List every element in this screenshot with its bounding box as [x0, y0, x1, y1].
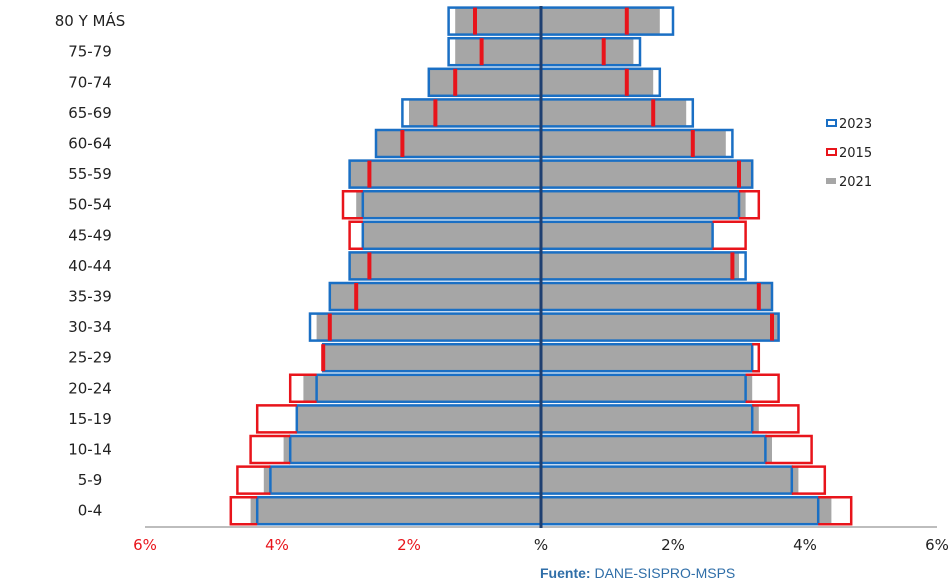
bar-2021-left — [303, 374, 541, 402]
category-label: 5-9 — [78, 471, 103, 489]
outline-2015-left — [288, 373, 317, 404]
category-label: 60-64 — [68, 135, 112, 153]
outline-2015-left — [249, 434, 291, 465]
category-label: 25-29 — [68, 349, 112, 367]
legend-label-2015: 2015 — [839, 146, 872, 161]
legend: 2023 2015 2021 — [826, 117, 872, 190]
bar-2021-left — [283, 436, 541, 463]
x-tick-label: 2% — [661, 536, 685, 554]
bar-2021-right — [541, 374, 753, 402]
bar-2021-right — [541, 38, 634, 66]
outline-2015-left — [348, 220, 363, 251]
category-label: 0-4 — [78, 502, 103, 520]
bar-2021-right — [541, 221, 713, 249]
source-note: Fuente: DANE-SISPRO-MSPS — [540, 565, 735, 581]
bar-2021-left — [323, 344, 541, 372]
bar-2021-right — [541, 160, 753, 188]
legend-label-2021: 2021 — [839, 175, 872, 190]
bar-2021-right — [541, 313, 779, 341]
bar-2021-left — [316, 313, 541, 341]
bar-2021-right — [541, 68, 654, 96]
x-tick-label: 4% — [793, 536, 817, 554]
bar-2021-left — [349, 252, 541, 280]
legend-swatch-2021 — [826, 178, 836, 184]
x-tick-label: 6% — [925, 536, 949, 554]
outline-2015-left — [341, 189, 363, 220]
bar-2021-right — [541, 283, 772, 310]
bar-2021-right — [541, 191, 746, 219]
bar-2021-right — [541, 466, 799, 494]
bar-2021-left — [296, 405, 541, 433]
category-label: 55-59 — [68, 165, 112, 183]
outline-2015-left — [229, 495, 258, 526]
legend-swatch-2023 — [826, 119, 837, 127]
bar-2021-right — [541, 252, 739, 280]
outline-2015-left — [255, 404, 297, 434]
bar-2021-right — [541, 497, 832, 525]
x-tick-label: 4% — [265, 536, 289, 554]
outline-2015-right — [745, 373, 780, 404]
outline-2015-right — [752, 404, 800, 434]
outline-2015-right — [712, 220, 747, 251]
category-label: 70-74 — [68, 73, 112, 91]
bar-2021-right — [541, 7, 660, 35]
bar-2021-left — [455, 7, 541, 35]
x-tick-label: 6% — [133, 536, 157, 554]
category-label: 80 Y MÁS — [55, 11, 126, 30]
category-label: 50-54 — [68, 196, 112, 214]
bar-2021-right — [541, 344, 753, 372]
category-label: 10-14 — [68, 441, 112, 459]
bar-2021-right — [541, 99, 687, 127]
bar-2021-right — [541, 436, 772, 463]
category-label: 75-79 — [68, 43, 112, 61]
bar-2021-left — [356, 191, 541, 219]
category-label: 35-39 — [68, 288, 112, 306]
x-tick-label: 2% — [397, 536, 421, 554]
category-label: 20-24 — [68, 379, 112, 397]
bar-2021-right — [541, 130, 726, 157]
bar-2021-left — [329, 283, 541, 310]
legend-swatch-2015 — [826, 148, 837, 156]
source-value: DANE-SISPRO-MSPS — [594, 565, 736, 581]
category-label: 45-49 — [68, 226, 112, 244]
outline-2015-right — [765, 434, 813, 465]
series-2021-bars — [250, 7, 832, 525]
source-key: Fuente: — [540, 565, 591, 581]
series-2015-markers — [229, 7, 853, 526]
bar-2021-left — [362, 221, 541, 249]
x-tick-label: % — [534, 536, 548, 554]
category-label: 30-34 — [68, 318, 112, 336]
bar-2021-left — [250, 497, 541, 525]
x-tick-labels: 6% 4% 2%% 2% 4% 6% — [133, 536, 949, 554]
category-label: 40-44 — [68, 257, 112, 275]
category-label: 65-69 — [68, 104, 112, 122]
bar-2021-left — [409, 99, 541, 127]
category-label: 15-19 — [68, 410, 112, 428]
outline-2015-right — [739, 189, 761, 220]
legend-label-2023: 2023 — [839, 117, 872, 132]
bar-2021-left — [455, 38, 541, 66]
outline-2015-right — [818, 495, 853, 526]
outline-2015-right — [791, 465, 827, 495]
outline-2015-right — [752, 342, 761, 373]
category-labels: 0-4 5-9 10-14 15-19 20-24 25-29 30-34 35-39 40-4… — [55, 11, 126, 520]
bar-2021-right — [541, 405, 759, 433]
outline-2015-left — [236, 465, 271, 495]
bar-2021-left — [428, 68, 541, 96]
bar-2021-left — [263, 466, 541, 494]
bar-2021-left — [349, 160, 541, 188]
